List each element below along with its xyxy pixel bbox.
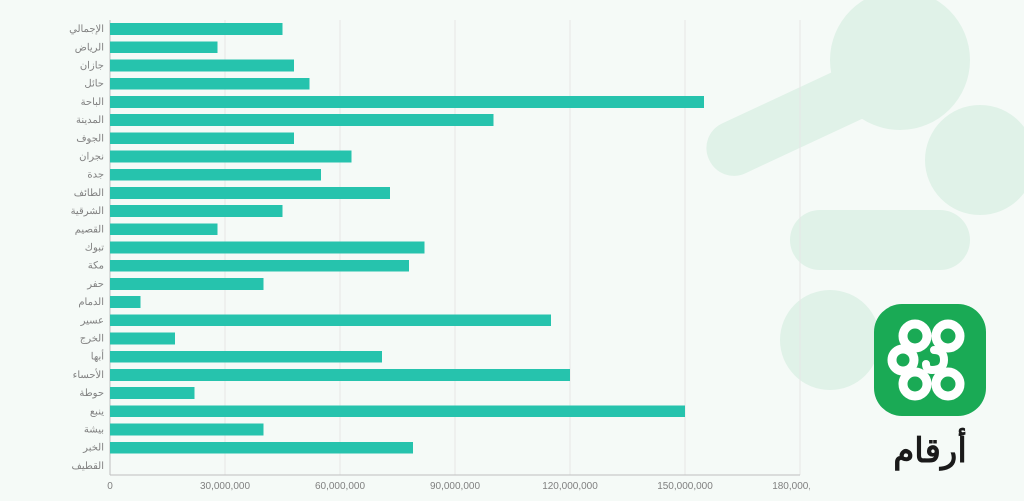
bar (110, 424, 263, 436)
y-tick-label: الخبر (82, 443, 104, 454)
bar (110, 132, 294, 144)
bar (110, 96, 704, 108)
y-tick-label: ينبع (90, 406, 104, 417)
y-tick-label: الطائف (74, 188, 104, 199)
svg-text:30,000,000: 30,000,000 (200, 481, 250, 492)
bar (110, 314, 551, 326)
svg-text:180,000,000: 180,000,000 (772, 481, 810, 492)
bar (110, 405, 685, 417)
y-tick-label: تبوك (85, 243, 104, 254)
y-tick-label: حفر (86, 279, 104, 290)
brand-name: أرقام (870, 431, 990, 471)
bar (110, 41, 217, 53)
bar (110, 187, 390, 199)
bar (110, 23, 283, 35)
y-tick-label: المدينة (76, 115, 104, 126)
y-tick-label: بيشة (84, 425, 104, 436)
bar (110, 169, 321, 181)
brand-logo-icon (870, 300, 990, 420)
bar (110, 278, 263, 290)
bar (110, 442, 413, 454)
bar (110, 60, 294, 72)
y-tick-label: القطيف (72, 461, 104, 472)
bar (110, 333, 175, 345)
bar (110, 369, 570, 381)
y-tick-label: نجران (79, 152, 104, 163)
brand-logo-block: أرقام (870, 300, 990, 471)
y-tick-label: أبها (91, 350, 104, 363)
y-tick-label: حائل (84, 79, 104, 90)
bar (110, 205, 283, 217)
bar (110, 387, 194, 399)
bar (110, 114, 493, 126)
svg-text:120,000,000: 120,000,000 (542, 481, 598, 492)
y-tick-label: جدة (87, 170, 104, 181)
y-tick-label: الأحساء (73, 369, 104, 381)
svg-text:0: 0 (107, 481, 113, 492)
stage: 0 30,000,000 60,000,000 90,000,000 120,000,0… (0, 0, 1024, 501)
svg-text:60,000,000: 60,000,000 (315, 481, 365, 492)
bar (110, 351, 382, 363)
y-tick-label: القصيم (75, 224, 104, 235)
y-tick-label: الدمام (78, 297, 104, 308)
y-tick-label: الإجمالي (69, 24, 104, 35)
svg-text:90,000,000: 90,000,000 (430, 481, 480, 492)
bar (110, 78, 309, 90)
bar (110, 223, 217, 235)
y-tick-label: الباحة (81, 97, 104, 108)
y-tick-label: جازان (80, 61, 104, 72)
y-tick-label: مكة (88, 261, 104, 272)
bar (110, 242, 424, 254)
bar (110, 151, 352, 163)
y-tick-label: الخرج (80, 334, 104, 345)
y-tick-label: عسير (80, 315, 104, 326)
y-tick-label: حوطة (79, 388, 104, 399)
svg-text:150,000,000: 150,000,000 (657, 481, 713, 492)
y-tick-label: الرياض (75, 42, 104, 53)
bar (110, 296, 141, 308)
y-tick-label: الجوف (76, 133, 104, 144)
bar-chart: 0 30,000,000 60,000,000 90,000,000 120,000,0… (0, 0, 810, 501)
y-tick-label: الشرقية (71, 206, 104, 217)
bar (110, 260, 409, 272)
